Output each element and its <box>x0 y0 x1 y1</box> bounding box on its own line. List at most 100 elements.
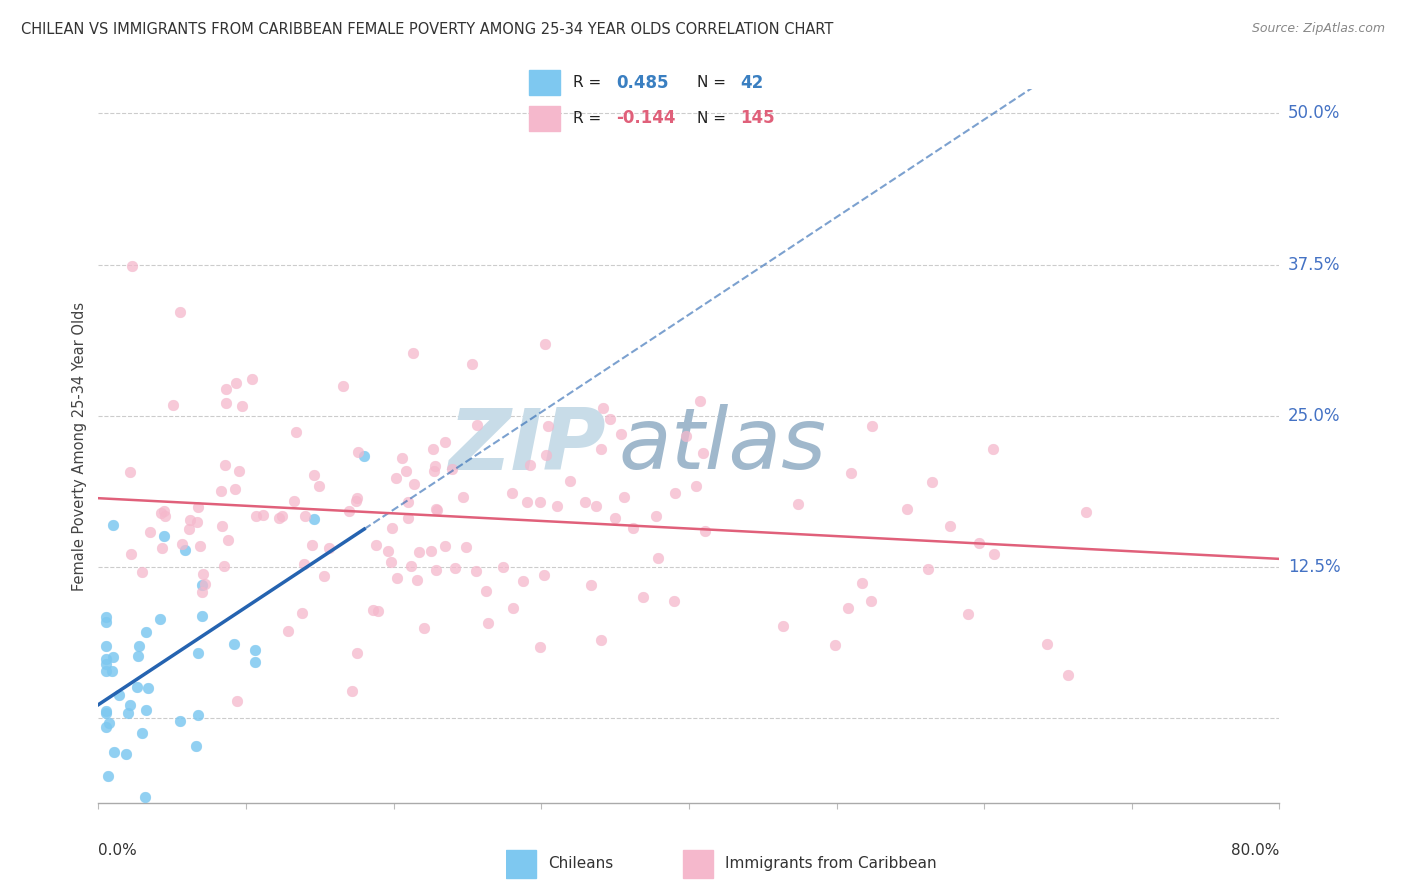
Point <box>824 638 846 652</box>
Point <box>108 806 131 821</box>
Text: 42: 42 <box>740 73 763 92</box>
Text: 37.5%: 37.5% <box>1288 256 1340 274</box>
Text: 145: 145 <box>740 109 775 128</box>
Point <box>308 479 330 493</box>
Point <box>921 475 943 489</box>
Point <box>294 509 316 524</box>
Point <box>135 703 157 717</box>
Point <box>224 482 246 496</box>
Point <box>896 502 918 516</box>
Point <box>546 499 568 513</box>
Point <box>772 619 794 633</box>
Point <box>405 573 427 587</box>
Point <box>613 490 636 504</box>
Point <box>97 769 120 783</box>
Point <box>226 693 249 707</box>
Point <box>647 551 669 566</box>
Point <box>170 537 193 551</box>
Point <box>492 560 515 574</box>
Point <box>454 541 477 555</box>
Point <box>377 543 399 558</box>
Point <box>215 383 238 397</box>
Text: Immigrants from Caribbean: Immigrants from Caribbean <box>725 856 938 871</box>
Text: 80.0%: 80.0% <box>1232 843 1279 858</box>
Point <box>395 464 418 478</box>
Point <box>215 396 238 410</box>
Point <box>574 494 596 508</box>
Point <box>103 745 125 759</box>
Point <box>291 606 314 620</box>
Point <box>534 449 557 463</box>
Point <box>269 510 291 524</box>
Y-axis label: Female Poverty Among 25-34 Year Olds: Female Poverty Among 25-34 Year Olds <box>72 301 87 591</box>
Point <box>605 511 627 525</box>
Point <box>135 624 157 639</box>
Point <box>408 545 430 559</box>
Point <box>419 543 441 558</box>
Point <box>516 495 538 509</box>
Point <box>385 471 408 485</box>
Point <box>292 557 315 571</box>
Point <box>134 789 156 804</box>
Point <box>425 563 447 577</box>
Point <box>589 442 612 457</box>
Bar <box>530 70 561 95</box>
Point <box>243 656 266 670</box>
Point <box>451 491 474 505</box>
Point <box>187 500 209 515</box>
Point <box>581 578 603 592</box>
Point <box>692 446 714 460</box>
Text: Chileans: Chileans <box>548 856 613 871</box>
Text: ZIP: ZIP <box>449 404 606 488</box>
Text: R =: R = <box>572 75 606 90</box>
Point <box>969 536 991 550</box>
Point <box>108 689 131 703</box>
Point <box>1057 667 1080 681</box>
Point <box>101 649 124 664</box>
Point <box>534 337 557 351</box>
Point <box>162 398 184 412</box>
Point <box>139 524 162 539</box>
Point <box>186 515 208 529</box>
Point <box>662 594 685 608</box>
Point <box>664 486 686 500</box>
Point <box>433 435 456 450</box>
Point <box>211 519 233 533</box>
Point <box>346 647 368 661</box>
Point <box>475 584 498 599</box>
Point <box>94 652 117 666</box>
Point <box>214 558 236 573</box>
Point <box>423 458 446 473</box>
Point <box>117 706 139 720</box>
Point <box>187 708 209 723</box>
Point <box>599 411 621 425</box>
Point <box>1036 637 1059 651</box>
Point <box>412 621 434 635</box>
Point <box>94 664 117 678</box>
Point <box>339 504 361 518</box>
Point <box>426 503 449 517</box>
Point <box>225 376 247 391</box>
Point <box>461 357 484 371</box>
Text: N =: N = <box>696 75 730 90</box>
Point <box>631 590 654 604</box>
Point <box>839 466 862 480</box>
Point <box>103 518 125 533</box>
Point <box>240 372 263 386</box>
Point <box>332 378 354 392</box>
Point <box>136 681 159 695</box>
Point <box>1076 505 1098 519</box>
Point <box>115 747 138 762</box>
Point <box>983 547 1005 561</box>
Point <box>128 640 150 654</box>
Point <box>285 425 308 440</box>
Point <box>125 681 148 695</box>
Point <box>283 494 305 508</box>
Point <box>150 541 173 555</box>
Point <box>621 521 644 535</box>
Point <box>153 504 176 518</box>
Point <box>851 575 873 590</box>
Text: atlas: atlas <box>619 404 827 488</box>
Point <box>150 506 173 520</box>
Point <box>101 664 124 678</box>
